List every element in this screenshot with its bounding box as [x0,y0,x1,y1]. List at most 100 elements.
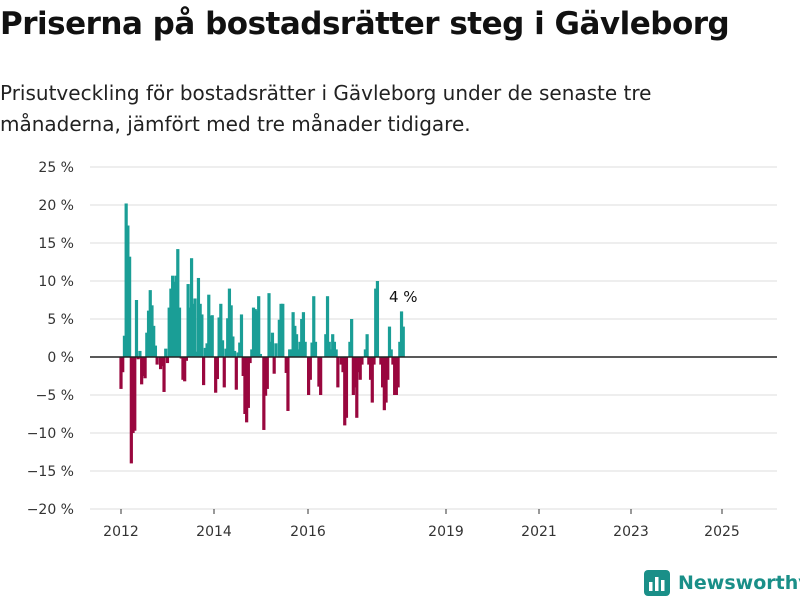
bar [360,357,364,365]
bar [258,353,263,357]
bar [176,249,180,357]
bar [341,357,345,373]
bar [153,345,158,357]
bar [374,288,378,357]
newsworthy-logo: Newsworthy [644,568,800,598]
bar [208,315,213,357]
bar [344,357,349,418]
bar [141,357,145,376]
last-value-annotation: 4 % [389,288,418,306]
bar [246,357,250,408]
bar [236,352,240,357]
bar [140,357,144,385]
y-tick-label: 25 % [38,160,74,176]
x-axis: 2012 2014 2016 2019 2021 2023 2025 [103,509,740,540]
bar [121,357,125,373]
bar [332,341,337,357]
bar [245,357,249,423]
bar [179,357,183,359]
bar [186,284,190,357]
bar [119,357,123,389]
bar [365,334,369,357]
bar [250,349,254,357]
bar [177,307,182,357]
bar [293,325,297,357]
bar [239,314,244,357]
bar [279,303,283,357]
bar [296,349,300,357]
bar [155,357,159,365]
bar [241,357,245,376]
y-tick-label: 10 % [38,274,74,290]
bar [251,307,256,357]
bar [210,315,214,357]
bar [331,334,335,357]
bar [122,335,127,357]
bar [231,336,235,357]
bar [308,357,312,380]
bar [181,357,185,380]
bar [162,357,166,392]
bar [158,357,163,370]
bar [274,343,278,357]
bar [291,312,295,357]
bar [327,341,331,357]
bar-chart-logo-icon [644,570,670,596]
bar [384,357,388,403]
bar [382,357,386,411]
bar [167,307,171,357]
bar [169,288,173,357]
bar [379,357,383,365]
bar [126,225,130,357]
bar [193,298,197,357]
bar [367,357,371,365]
bar [370,357,374,403]
bar [257,296,261,357]
y-tick-label: −10 % [27,426,74,442]
y-tick-label: −20 % [27,502,74,518]
bar [202,357,206,386]
x-tick-label: 2012 [103,524,139,540]
bar [172,281,176,357]
y-tick-label: −5 % [36,388,74,404]
bar [317,357,321,387]
bar [375,281,380,357]
bar [160,357,164,367]
bar [353,357,357,388]
bar [255,310,259,357]
bar [310,342,314,357]
bar [183,357,187,382]
bar [343,357,347,426]
bar [389,349,393,357]
bar [220,340,225,357]
bar [351,357,355,395]
bar [217,317,221,357]
bar [214,357,218,393]
bar [227,288,232,357]
bar [133,357,137,431]
bar [143,357,147,379]
x-tick-label: 2016 [290,524,326,540]
bar [301,312,306,357]
bar [253,309,257,357]
bar [329,349,333,357]
bar [263,357,268,396]
bar [229,305,233,357]
bar [131,357,135,433]
chart-subtitle: Prisutveckling för bostadsrätter i Gävle… [0,81,652,136]
bar [358,357,362,380]
x-tick-label: 2025 [704,524,740,540]
x-tick-label: 2014 [196,524,232,540]
bar [334,349,338,357]
bar [215,357,219,380]
bar [124,203,128,357]
bar [195,351,199,357]
bar [363,349,367,357]
x-tick-label: 2023 [613,524,649,540]
bar [339,357,343,365]
bar [138,350,142,357]
bar [393,357,397,395]
y-tick-label: −15 % [27,464,74,480]
bar [196,277,201,357]
bar [398,341,402,357]
